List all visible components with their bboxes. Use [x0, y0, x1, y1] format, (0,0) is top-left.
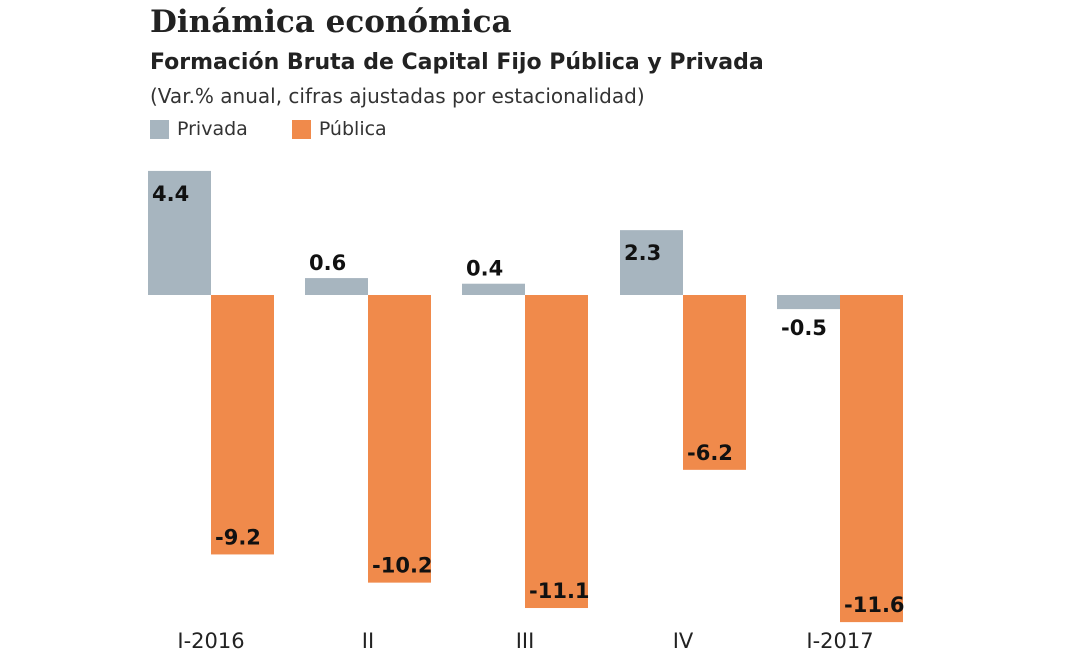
bar-privada	[148, 170, 211, 295]
data-label: 0.6	[309, 251, 346, 275]
bar-publica	[368, 295, 431, 583]
legend-swatch	[291, 119, 311, 139]
bar-privada	[462, 283, 525, 295]
bar-publica	[683, 295, 746, 470]
bar-privada	[305, 278, 368, 295]
data-label: -10.2	[372, 554, 433, 578]
chart-subtitle: Formación Bruta de Capital Fijo Pública …	[150, 50, 764, 75]
bar-publica	[840, 295, 903, 623]
x-tick-label: III	[516, 629, 535, 653]
data-label: 2.3	[624, 241, 661, 265]
data-label: 4.4	[152, 182, 189, 206]
x-tick-label: I-2017	[806, 629, 873, 653]
legend-swatch	[150, 119, 169, 139]
data-label: -6.2	[687, 441, 733, 465]
x-tick-label: IV	[673, 629, 694, 653]
legend-item-privada: Privada	[150, 118, 248, 140]
bar-publica	[211, 295, 274, 555]
legend: Privada Pública	[150, 118, 431, 140]
data-label: -11.6	[844, 593, 905, 617]
x-tick-label: II	[362, 629, 374, 653]
legend-label: Privada	[177, 118, 248, 140]
data-label: 0.4	[466, 257, 503, 281]
chart-note: (Var.% anual, cifras ajustadas por estac…	[150, 84, 645, 108]
data-label: -9.2	[215, 525, 261, 549]
data-label: -11.1	[529, 579, 590, 603]
data-label: -0.5	[781, 316, 827, 340]
chart-title: Dinámica económica	[150, 4, 512, 40]
legend-item-publica: Pública	[291, 118, 387, 140]
bar-privada	[777, 295, 840, 310]
bar-privada	[620, 230, 683, 295]
bar-publica	[525, 295, 588, 609]
legend-label: Pública	[318, 118, 387, 140]
x-tick-label: I-2016	[177, 629, 244, 653]
